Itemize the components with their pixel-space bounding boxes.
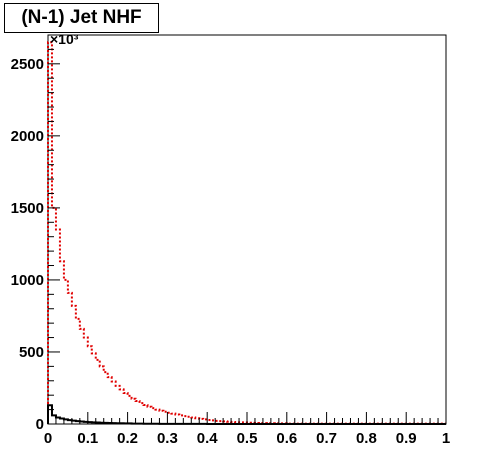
x-tick-label: 0.9 [396,430,417,447]
plot-border [47,34,447,425]
y-tick-label: 500 [19,344,44,361]
x-tick-label: 0.4 [197,430,219,447]
x-tick-label: 0.3 [157,430,178,447]
x-axis: 0 0.1 0.2 0.3 0.4 0.5 0.6 0.7 0.8 0.9 1 [44,412,450,447]
y-tick-label: 1000 [11,272,44,289]
y-tick-label: 1500 [11,200,44,217]
x-tick-label: 1 [442,430,450,447]
plot-frame [47,34,447,425]
x-tick-label: 0.6 [276,430,297,447]
y-tick-label: 2000 [11,128,44,145]
y-axis-multiplier: ×10³ [50,31,79,47]
y-axis: 0 500 1000 1500 2000 2500 [11,48,60,433]
x-tick-label: 0.2 [117,430,138,447]
series-0-line [47,41,446,425]
x-tick-label: 0.7 [316,430,337,447]
x-tick-label: 0 [44,430,52,447]
chart-title: (N-1) Jet NHF [4,3,159,33]
series-layer [47,41,446,425]
y-tick-label: 2500 [11,56,44,73]
x-tick-label: 0.1 [77,430,98,447]
x-tick-label: 0.8 [356,430,377,447]
x-tick-label: 0.5 [237,430,258,447]
y-tick-label: 0 [36,416,44,433]
